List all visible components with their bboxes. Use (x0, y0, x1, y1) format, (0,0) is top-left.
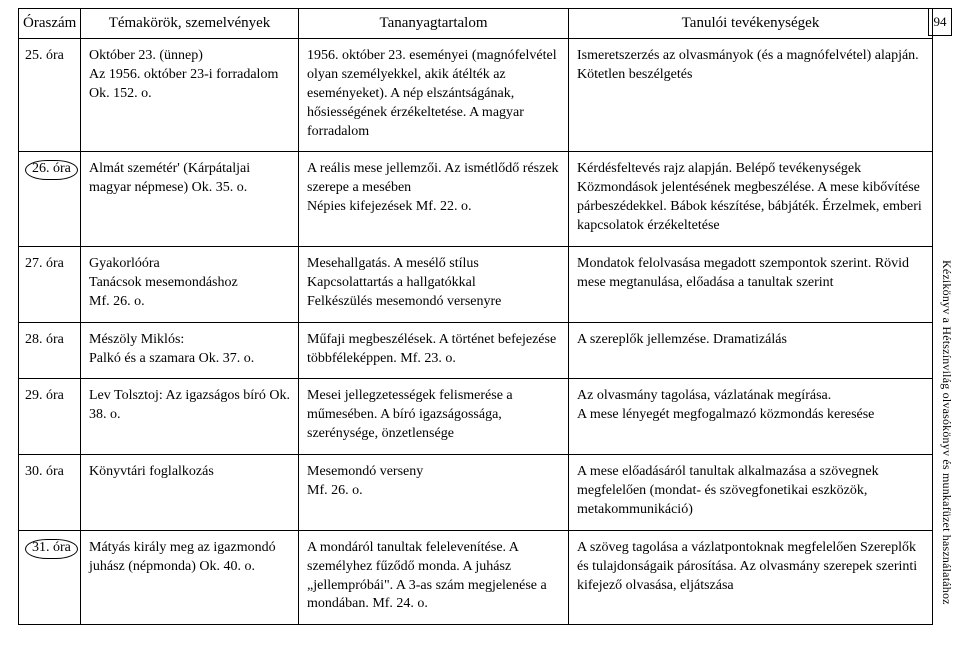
cell-tevekenysegek: A mese előadásáról tanultak alkalmazása … (569, 455, 933, 531)
table-row: 29. óraLev Tolsztoj: Az igazságos bíró O… (19, 379, 933, 455)
cell-tevekenysegek: Kérdésfeltevés rajz alapján. Belépő tevé… (569, 152, 933, 247)
cell-oraszam: 27. óra (19, 247, 81, 323)
cell-tananyag: A reális mese jellemzői. Az ismétlődő ré… (299, 152, 569, 247)
cell-tevekenysegek: Az olvasmány tagolása, vázlatának megírá… (569, 379, 933, 455)
cell-tananyag: Mesemondó versenyMf. 26. o. (299, 455, 569, 531)
cell-tevekenysegek: Mondatok felolvasása megadott szempontok… (569, 247, 933, 323)
table-header-row: Óraszám Témakörök, szemelvények Tananyag… (19, 9, 933, 39)
cell-oraszam: 30. óra (19, 455, 81, 531)
side-caption: Kézikönyv a Hétszínvilág olvasókönyv és … (939, 260, 954, 605)
cell-temakorok: Mészöly Miklós:Palkó és a szamara Ok. 37… (81, 322, 299, 379)
table-row: 25. óraOktóber 23. (ünnep)Az 1956. októb… (19, 39, 933, 152)
table-row: 26. óraAlmát szemétér' (Kárpátaljai magy… (19, 152, 933, 247)
cell-temakorok: Könyvtári foglalkozás (81, 455, 299, 531)
cell-oraszam: 25. óra (19, 39, 81, 152)
cell-oraszam: 29. óra (19, 379, 81, 455)
curriculum-table: Óraszám Témakörök, szemelvények Tananyag… (18, 8, 933, 625)
header-tevekenysegek: Tanulói tevékenységek (569, 9, 933, 39)
cell-temakorok: Almát szemétér' (Kárpátaljai magyar népm… (81, 152, 299, 247)
cell-oraszam: 26. óra (19, 152, 81, 247)
page-number: 94 (928, 8, 952, 36)
cell-tananyag: A mondáról tanultak felelevenítése. A sz… (299, 530, 569, 625)
cell-tevekenysegek: A szereplők jellemzése. Dramatizálás (569, 322, 933, 379)
header-oraszam: Óraszám (19, 9, 81, 39)
cell-tananyag: 1956. október 23. eseményei (magnófelvét… (299, 39, 569, 152)
header-tananyag: Tananyagtartalom (299, 9, 569, 39)
cell-oraszam: 31. óra (19, 530, 81, 625)
header-temakorok: Témakörök, szemelvények (81, 9, 299, 39)
table-row: 27. óraGyakorlóóraTanácsok mesemondáshoz… (19, 247, 933, 323)
table-row: 28. óraMészöly Miklós:Palkó és a szamara… (19, 322, 933, 379)
circled-lesson-number: 31. óra (25, 539, 78, 559)
cell-temakorok: Lev Tolsztoj: Az igazságos bíró Ok. 38. … (81, 379, 299, 455)
cell-temakorok: GyakorlóóraTanácsok mesemondáshozMf. 26.… (81, 247, 299, 323)
circled-lesson-number: 26. óra (25, 160, 78, 180)
table-row: 30. óraKönyvtári foglalkozásMesemondó ve… (19, 455, 933, 531)
cell-tananyag: Mesehallgatás. A mesélő stílusKapcsolatt… (299, 247, 569, 323)
cell-tananyag: Mesei jellegzetességek felismerése a műm… (299, 379, 569, 455)
cell-temakorok: Mátyás király meg az igazmondó juhász (n… (81, 530, 299, 625)
cell-temakorok: Október 23. (ünnep)Az 1956. október 23-i… (81, 39, 299, 152)
cell-oraszam: 28. óra (19, 322, 81, 379)
cell-tananyag: Műfaji megbeszélések. A történet befejez… (299, 322, 569, 379)
cell-tevekenysegek: A szöveg tagolása a vázlatpontoknak megf… (569, 530, 933, 625)
cell-tevekenysegek: Ismeretszerzés az olvasmányok (és a magn… (569, 39, 933, 152)
table-row: 31. óraMátyás király meg az igazmondó ju… (19, 530, 933, 625)
